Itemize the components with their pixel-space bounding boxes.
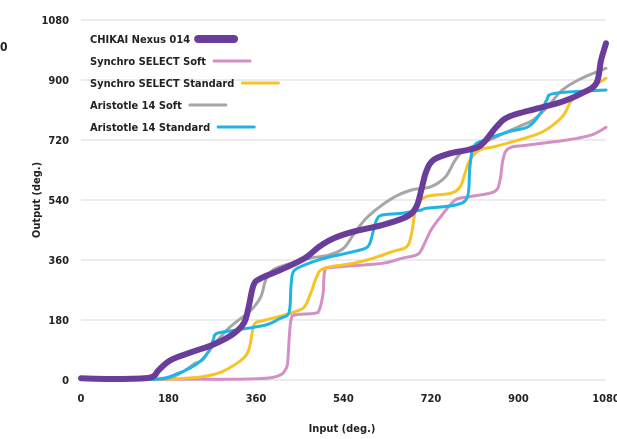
series-line-1 — [79, 125, 608, 381]
y-tick-label: 0 — [62, 374, 69, 387]
corner-label: 0 — [0, 40, 8, 54]
series-line-0 — [78, 40, 609, 382]
y-tick-label: 360 — [48, 254, 69, 267]
x-tick-label: 900 — [508, 392, 529, 405]
x-axis-ticks: 0 180 360 540 720 900 1080 — [78, 392, 617, 405]
legend-label-2: Synchro SELECT Standard — [90, 77, 234, 90]
x-axis-label: Input (deg.) — [309, 422, 376, 435]
x-tick-label: 540 — [333, 392, 354, 405]
x-tick-label: 180 — [158, 392, 179, 405]
x-tick-label: 720 — [421, 392, 442, 405]
y-tick-label: 900 — [48, 74, 69, 87]
legend-label-0: CHIKAI Nexus 014 — [90, 33, 190, 46]
x-tick-label: 1080 — [592, 392, 617, 405]
series-line-2 — [79, 76, 608, 381]
x-tick-label: 0 — [78, 392, 85, 405]
grid — [81, 19, 606, 381]
series-lines — [78, 40, 609, 382]
y-axis-ticks: 0 180 360 540 720 900 1080 — [41, 14, 69, 387]
legend-label-4: Aristotle 14 Standard — [90, 121, 210, 134]
x-tick-label: 360 — [246, 392, 267, 405]
y-tick-label: 720 — [48, 134, 69, 147]
series-line-3 — [79, 66, 608, 381]
legend-label-3: Aristotle 14 Soft — [90, 99, 182, 112]
y-tick-label: 1080 — [41, 14, 69, 27]
y-axis-label: Output (deg.) — [30, 162, 43, 238]
y-tick-label: 180 — [48, 314, 69, 327]
legend-label-1: Synchro SELECT Soft — [90, 55, 206, 68]
legend: CHIKAI Nexus 014 Synchro SELECT Soft Synch… — [90, 33, 280, 134]
y-tick-label: 540 — [48, 194, 69, 207]
